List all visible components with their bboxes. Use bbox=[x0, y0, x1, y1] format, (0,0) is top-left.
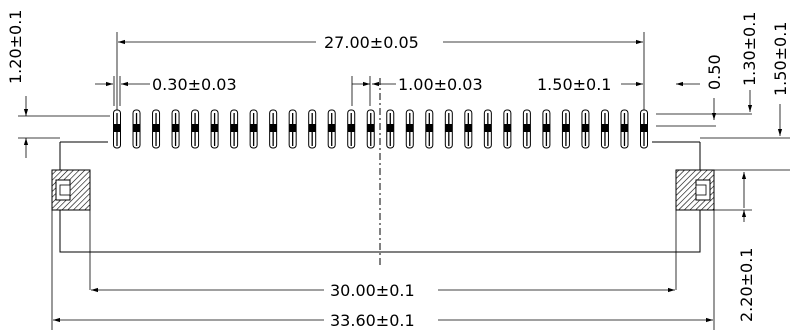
connector-pin bbox=[581, 109, 590, 149]
label-pin-width: 0.30±0.03 bbox=[152, 75, 237, 94]
connector-pin bbox=[425, 109, 434, 149]
connector-pin bbox=[386, 109, 395, 149]
connector-pin bbox=[288, 109, 297, 149]
label-overall-width: 33.60±0.1 bbox=[330, 311, 415, 330]
label-r1: 1.30±0.1 bbox=[740, 12, 759, 86]
label-pitch: 1.00±0.03 bbox=[398, 75, 483, 94]
connector-pin bbox=[269, 109, 278, 149]
connector-pin bbox=[347, 109, 356, 149]
connector-pin bbox=[503, 109, 512, 149]
connector-pin bbox=[152, 109, 161, 149]
connector-pin bbox=[640, 109, 648, 149]
label-r2: 1.50±0.1 bbox=[771, 22, 790, 96]
label-pitch-total: 27.00±0.05 bbox=[324, 33, 419, 52]
connector-pin bbox=[366, 109, 375, 149]
connector-pin bbox=[113, 109, 121, 149]
connector-pin bbox=[249, 109, 258, 149]
label-inner-width: 30.00±0.1 bbox=[330, 281, 415, 300]
connector-pin bbox=[230, 109, 239, 149]
connector-pin bbox=[522, 109, 531, 149]
left-mounting-tab bbox=[51, 169, 91, 211]
connector-pin bbox=[171, 109, 180, 149]
connector-pin bbox=[405, 109, 414, 149]
label-r3: 2.20±0.1 bbox=[737, 248, 756, 322]
connector-pin bbox=[132, 109, 141, 149]
connector-pin bbox=[327, 109, 336, 149]
label-pin-offset: 1.50±0.1 bbox=[537, 75, 611, 94]
connector-pin bbox=[600, 109, 609, 149]
label-tip: 0.50 bbox=[705, 54, 724, 90]
connector-pin bbox=[464, 109, 473, 149]
right-mounting-tab bbox=[675, 169, 715, 211]
connector-pin bbox=[210, 109, 219, 149]
connector-pin bbox=[561, 109, 570, 149]
connector-pin bbox=[542, 109, 551, 149]
label-left-height: 1.20±0.1 bbox=[6, 10, 25, 84]
connector-pin bbox=[191, 109, 200, 149]
pin-row bbox=[113, 109, 648, 149]
connector-pin bbox=[444, 109, 453, 149]
connector-pin bbox=[308, 109, 317, 149]
connector-pin bbox=[483, 109, 492, 149]
connector-pin bbox=[620, 109, 629, 149]
